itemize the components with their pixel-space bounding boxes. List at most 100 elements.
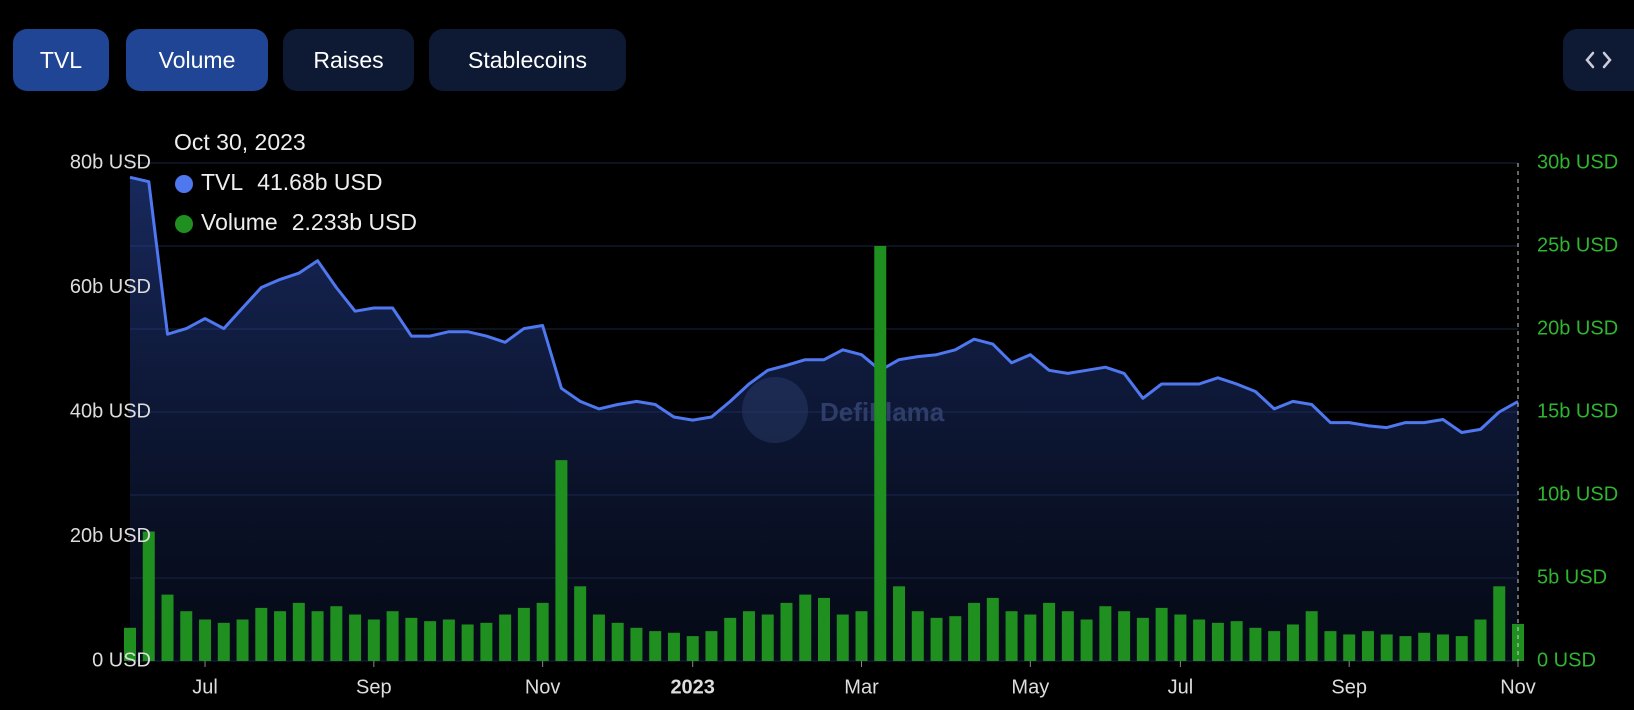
x-tick-label: Sep [356,676,392,698]
volume-bar [330,606,343,661]
volume-bar [949,616,962,661]
x-tick-label: Jul [1168,676,1194,698]
volume-bar [142,531,155,661]
tooltip-row: TVL 41.68b USD [201,169,383,195]
volume-bar [1099,606,1112,661]
volume-bar [124,627,136,661]
volume-bar [274,611,287,661]
volume-bar [1380,634,1393,661]
x-tick-label: Jul [192,676,218,698]
volume-bar [367,619,380,661]
volume-bar [292,602,305,661]
volume-bar [930,617,943,661]
y-tick-label: 20b USD [70,525,151,547]
volume-bar [893,586,906,661]
volume-bar [480,622,493,661]
tooltip-dot [175,215,193,233]
volume-bar [1136,617,1149,661]
tooltip-row: Volume 2.233b USD [201,209,417,235]
tvl-line [129,175,1519,434]
volume-bar [799,594,812,661]
volume-bar [667,632,680,661]
volume-bar [1399,636,1412,661]
volume-bar [761,614,774,661]
tab-button[interactable]: Stablecoins [429,29,626,91]
y-tick-label: 80b USD [70,151,151,173]
volume-bar [574,586,587,661]
volume-bar [1024,614,1037,661]
volume-bar [349,614,362,661]
volume-bar [911,611,924,661]
volume-bar [1286,624,1299,661]
y-tick-label: 60b USD [70,276,151,298]
volume-bar [1155,607,1168,661]
volume-bar [724,617,737,661]
volume-bar [874,246,887,661]
tooltip-date: Oct 30, 2023 [174,129,306,155]
volume-bar [686,636,699,661]
volume-bar [1174,614,1187,661]
x-tick-label: Nov [525,676,561,698]
volume-bar [1061,611,1074,661]
volume-bar [780,602,793,661]
tab-button[interactable]: Volume [126,29,268,91]
volume-bar [1361,631,1374,661]
y2-tick-label: 5b USD [1537,566,1607,588]
tooltip-name: Volume [201,209,278,235]
y2-tick-label: 0 USD [1537,649,1596,671]
volume-bar [742,611,755,661]
tvl-area [130,177,1518,662]
tooltip-name: TVL [201,169,243,195]
volume-bar [1230,621,1243,661]
y2-tick-label: 25b USD [1537,234,1618,256]
volume-bar [1455,636,1468,661]
volume-bar [1305,611,1318,661]
volume-bar [461,624,474,661]
tab-button[interactable]: TVL [13,29,109,91]
volume-bar [986,597,999,661]
volume-bar [199,619,212,661]
x-tick-label: Nov [1500,676,1536,698]
volume-bar [611,622,624,661]
volume-bar [1512,623,1524,661]
volume-bar [592,614,605,661]
tab-button[interactable]: Raises [283,29,414,91]
x-tick-label: Mar [844,676,879,698]
y2-tick-label: 15b USD [1537,400,1618,422]
y-tick-label: 0 USD [92,649,151,671]
volume-bar [1436,634,1449,661]
embed-icon [1585,51,1612,69]
volume-bar [424,621,437,661]
y2-tick-label: 20b USD [1537,317,1618,339]
volume-bar [555,460,568,661]
volume-bar [217,622,230,661]
x-tick-label: 2023 [670,676,715,698]
y-tick-label: 40b USD [70,400,151,422]
volume-bar [161,594,174,661]
volume-bar [1005,611,1018,661]
embed-button[interactable] [1563,29,1634,91]
volume-bar [1493,586,1506,661]
volume-bar [630,627,643,661]
volume-bar [1118,611,1131,661]
x-tick-label: Sep [1331,676,1367,698]
volume-bar [536,602,549,661]
volume-bar [705,631,718,661]
volume-bar [968,602,981,661]
y2-tick-label: 10b USD [1537,483,1618,505]
volume-bar [517,607,530,661]
volume-bar [836,614,849,661]
volume-bar [499,614,512,661]
watermark: DefiLlama [820,397,945,427]
volume-bar [1343,634,1356,661]
volume-bar [405,617,418,661]
volume-bar [236,619,249,661]
x-tick-label: May [1011,676,1049,698]
volume-bar [311,611,324,661]
volume-bar [649,631,662,661]
volume-bar [1249,627,1262,661]
volume-bar [1043,602,1056,661]
volume-bar [1268,631,1281,661]
